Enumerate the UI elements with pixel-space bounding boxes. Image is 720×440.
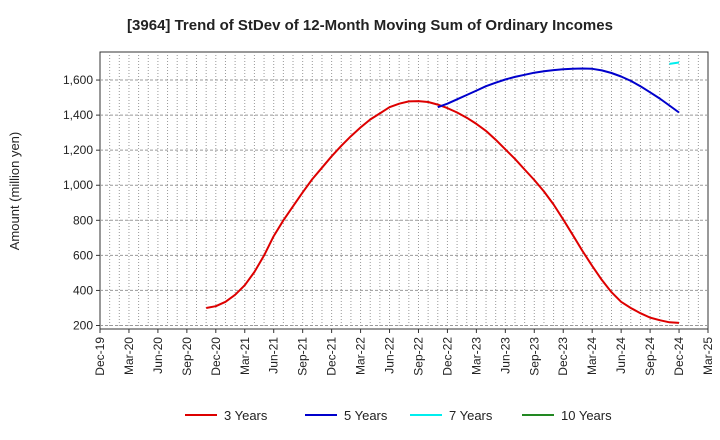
x-tick-label: Jun-22 <box>383 337 397 374</box>
x-tick-label: Jun-24 <box>614 337 628 374</box>
series-line-7-years <box>669 61 680 65</box>
y-axis-label: Amount (million yen) <box>7 132 22 251</box>
x-tick-label: Mar-20 <box>122 337 136 375</box>
legend-label: 7 Years <box>449 408 493 423</box>
x-tick-label: Dec-20 <box>209 337 223 376</box>
x-tick-label: Sep-21 <box>296 337 310 376</box>
chart-title: [3964] Trend of StDev of 12-Month Moving… <box>127 17 613 34</box>
x-tick-label: Jun-23 <box>498 337 512 374</box>
y-tick-label: 1,400 <box>63 108 93 122</box>
legend-label: 10 Years <box>561 408 612 423</box>
y-tick-label: 400 <box>73 283 93 297</box>
x-tick-label: Dec-22 <box>440 337 454 376</box>
y-tick-label: 1,000 <box>63 178 93 192</box>
x-tick-label: Dec-24 <box>672 337 686 376</box>
x-tick-label: Dec-21 <box>325 337 339 376</box>
x-tick-label: Mar-24 <box>585 337 599 375</box>
series-lines <box>206 61 680 324</box>
x-tick-label: Mar-25 <box>701 337 715 375</box>
x-tick-label: Mar-22 <box>354 337 368 375</box>
x-tick-label: Mar-23 <box>469 337 483 375</box>
x-tick-label: Jun-20 <box>151 337 165 374</box>
y-tick-label: 1,600 <box>63 73 93 87</box>
y-tick-labels: 200 400 600 800 1,000 1,200 1,400 1,600 <box>63 73 100 332</box>
x-tick-labels: Dec-19 Mar-20 Jun-20 Sep-20 Dec-20 Mar-21 Jun-… <box>93 329 715 376</box>
x-tick-label: Sep-20 <box>180 337 194 376</box>
legend-label: 5 Years <box>344 408 388 423</box>
y-tick-label: 600 <box>73 248 93 262</box>
plot-area <box>99 51 709 330</box>
legend-label: 3 Years <box>224 408 268 423</box>
grid <box>100 52 708 329</box>
x-tick-label: Mar-21 <box>238 337 252 375</box>
x-tick-label: Dec-19 <box>93 337 107 376</box>
series-line-5-years <box>437 67 680 114</box>
x-tick-label: Jun-21 <box>267 337 281 374</box>
x-tick-label: Sep-22 <box>411 337 425 376</box>
x-tick-label: Dec-23 <box>556 337 570 376</box>
y-tick-label: 1,200 <box>63 143 93 157</box>
x-tick-label: Sep-23 <box>527 337 541 376</box>
x-tick-label: Sep-24 <box>643 337 657 376</box>
y-tick-label: 800 <box>73 213 93 227</box>
y-tick-label: 200 <box>73 318 93 332</box>
legend: 3 Years 5 Years 7 Years 10 Years <box>185 408 612 423</box>
